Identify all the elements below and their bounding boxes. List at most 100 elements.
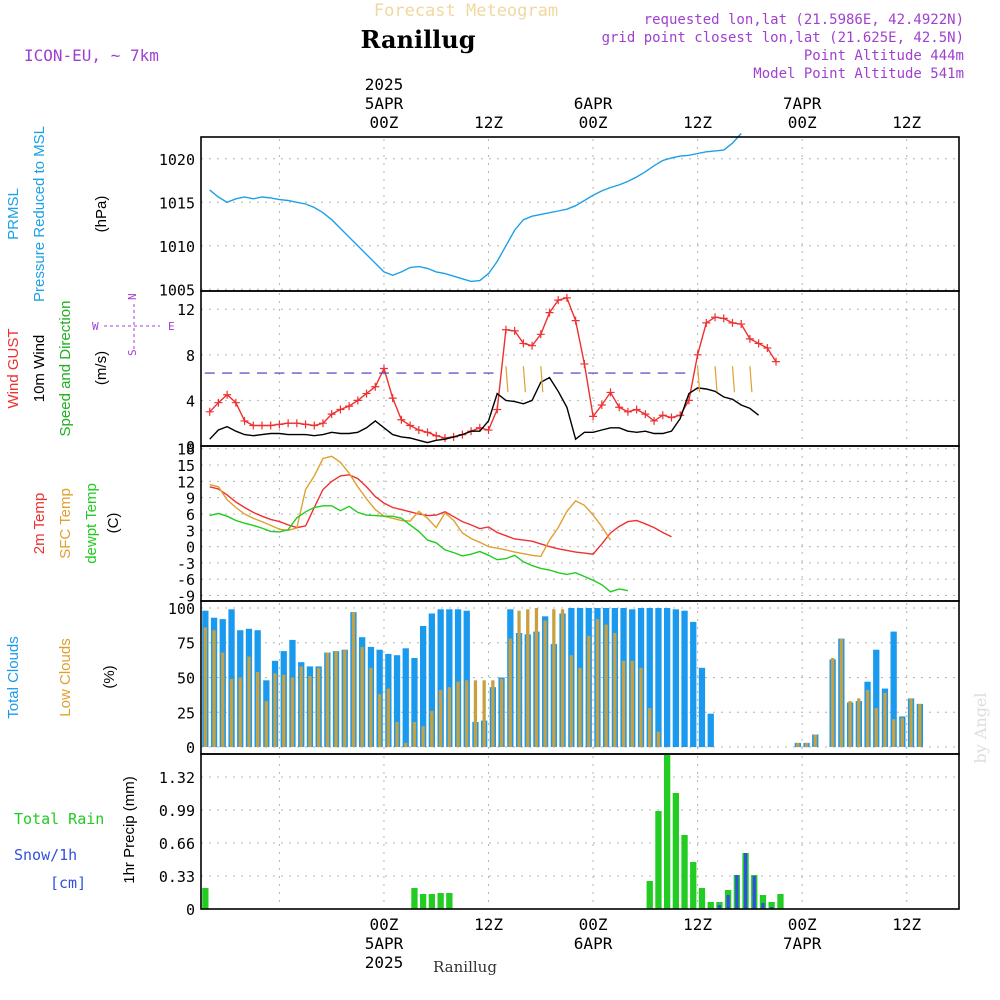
gust-point <box>536 330 545 339</box>
gust-point <box>432 431 441 440</box>
model-altitude: Model Point Altitude 541m <box>753 66 964 82</box>
y-tick-label: 6 <box>186 506 195 524</box>
bar-low_clouds <box>909 698 913 748</box>
bar-rain <box>672 793 679 909</box>
bar-low_clouds <box>308 676 312 747</box>
time-label: 12Z <box>892 113 921 132</box>
bar-low_clouds <box>874 708 878 747</box>
bar-low_clouds <box>282 674 286 747</box>
bar-low_clouds <box>892 719 896 747</box>
series-line-dewpt <box>209 505 629 593</box>
wind-arrow <box>697 366 701 393</box>
gust-point <box>406 421 415 430</box>
gust-point <box>205 407 214 416</box>
wind-arrow <box>749 366 753 393</box>
y-tick-label: 1015 <box>159 194 195 212</box>
gust-point <box>310 421 319 430</box>
y-tick-label: 0.99 <box>159 802 195 820</box>
y-tick-label: 0 <box>186 739 195 757</box>
compass-cross <box>104 304 160 352</box>
gust-point <box>562 293 571 302</box>
gust-point <box>528 341 537 350</box>
gust-point <box>336 405 345 414</box>
bar-low_clouds <box>499 678 504 748</box>
bar-total_clouds <box>681 610 688 747</box>
bar-low_clouds <box>839 638 843 748</box>
side-label: PRMSL <box>5 188 22 240</box>
bar-low_clouds <box>404 742 408 748</box>
bar-low_clouds <box>630 660 634 747</box>
bar-rain <box>428 894 435 909</box>
y-tick-label: 0.33 <box>159 868 195 886</box>
bar-low_clouds <box>438 690 443 747</box>
bar-low_clouds <box>264 701 268 747</box>
y-tick-label: 18 <box>177 441 195 459</box>
series-line-gust <box>209 296 777 439</box>
bar-low_clouds <box>378 694 382 748</box>
bar-low_clouds <box>256 671 260 747</box>
time-label: 6APR <box>574 934 613 953</box>
bar-low_clouds <box>595 619 600 748</box>
bar-total_clouds <box>402 648 409 748</box>
bar-rain <box>446 893 453 909</box>
series-line-temp <box>209 474 672 555</box>
bar-low_clouds <box>456 681 460 748</box>
y-tick-label: 12 <box>177 301 195 319</box>
gust-point <box>763 343 772 352</box>
gust-point <box>702 318 711 327</box>
bar-low_clouds <box>334 651 338 748</box>
gust-point <box>650 416 659 425</box>
bar-total_clouds <box>428 613 435 747</box>
bar-low_clouds <box>395 722 399 747</box>
bar-low_clouds <box>212 630 216 747</box>
bar-rain <box>777 894 784 909</box>
bar-low_clouds <box>360 646 364 747</box>
bar-total_clouds <box>411 658 418 747</box>
gust-point <box>371 382 380 391</box>
gust-point <box>754 339 763 348</box>
bar-total_clouds <box>698 667 706 748</box>
time-label: 12Z <box>683 915 712 934</box>
gust-point <box>501 325 510 334</box>
gust-point <box>745 334 754 343</box>
location-title: Ranillug <box>360 25 475 54</box>
y-tick-label: 100 <box>168 600 195 618</box>
bar-low_clouds <box>386 688 390 747</box>
bar-total_clouds <box>655 608 662 748</box>
bar-rain <box>698 888 706 909</box>
bar-low_clouds <box>587 635 591 748</box>
bar-low_clouds <box>621 660 626 747</box>
bar-total_clouds <box>228 609 235 747</box>
time-label: 12Z <box>474 113 503 132</box>
bar-total_clouds <box>707 713 714 748</box>
bar-rain <box>646 881 653 909</box>
legend-cm: [cm] <box>50 874 86 892</box>
y-tick-label: 0 <box>186 901 195 919</box>
bar-low_clouds <box>247 656 251 747</box>
bar-rain <box>420 894 427 909</box>
bar-low_clouds <box>351 612 356 747</box>
bar-low_clouds <box>639 667 643 748</box>
bar-low_clouds <box>560 609 565 747</box>
gust-point <box>292 419 301 428</box>
gust-point <box>414 426 423 435</box>
time-label: 6APR <box>574 94 613 113</box>
y-tick-label: 0.66 <box>159 835 195 853</box>
bar-low_clouds <box>900 717 904 747</box>
gust-point <box>231 398 240 407</box>
bar-rain <box>202 888 209 909</box>
bar-rain <box>411 888 418 909</box>
footer-location: Ranillug <box>433 958 497 976</box>
bar-low_clouds <box>290 677 295 747</box>
bar-low_clouds <box>857 698 861 748</box>
gust-point <box>379 364 388 373</box>
y-tick-label: -6 <box>177 571 195 589</box>
gust-point <box>223 390 232 399</box>
bar-low_clouds <box>648 708 652 747</box>
gust-point <box>589 412 598 421</box>
bar-total_clouds <box>690 621 697 748</box>
gust-point <box>571 316 580 325</box>
y-tick-label: 25 <box>177 704 195 722</box>
bar-low_clouds <box>569 655 573 747</box>
unit-label: (%) <box>101 665 118 688</box>
